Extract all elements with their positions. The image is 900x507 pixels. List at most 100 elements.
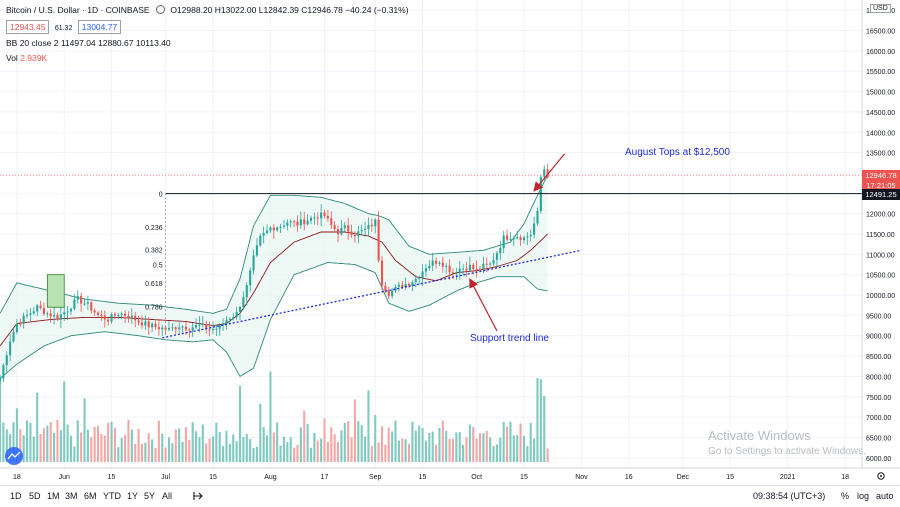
volume-bar bbox=[242, 436, 245, 462]
volume-bar bbox=[147, 433, 150, 462]
candle-body bbox=[269, 227, 272, 231]
candle-body bbox=[299, 219, 302, 226]
volume-bar bbox=[36, 392, 39, 462]
volume-bar bbox=[424, 440, 427, 462]
calendar-range-icon[interactable] bbox=[193, 491, 203, 501]
candle-body bbox=[286, 222, 289, 226]
volume-bar bbox=[323, 418, 326, 462]
candle-body bbox=[499, 247, 502, 254]
volume-bar bbox=[151, 439, 154, 462]
volume-bar bbox=[445, 430, 448, 462]
volume-bar bbox=[252, 447, 255, 462]
candle-body bbox=[5, 355, 8, 366]
candle-body bbox=[39, 305, 42, 309]
volume-bar bbox=[401, 438, 404, 462]
volume-bar bbox=[276, 422, 279, 462]
candle-body bbox=[164, 327, 167, 330]
volume-bar bbox=[255, 446, 258, 462]
candle-body bbox=[19, 323, 22, 325]
volume-bar bbox=[364, 436, 367, 462]
candle-body bbox=[533, 223, 536, 235]
candle-body bbox=[238, 306, 242, 312]
candle-body bbox=[407, 283, 411, 286]
timeframe-5y[interactable]: 5Y bbox=[144, 491, 156, 501]
volume-bar bbox=[404, 439, 407, 462]
ask-box[interactable]: 13004.77 bbox=[77, 20, 122, 34]
volume-bar bbox=[181, 441, 184, 462]
timeframe-3m[interactable]: 3M bbox=[65, 491, 78, 501]
volume-bar bbox=[320, 438, 323, 462]
volume-bar bbox=[309, 447, 313, 462]
percent-toggle[interactable]: % bbox=[841, 491, 850, 501]
candle-body bbox=[384, 285, 387, 291]
volume-bar bbox=[303, 410, 306, 462]
bb-fill bbox=[0, 175, 548, 379]
candle-body bbox=[411, 282, 414, 286]
volume-bar bbox=[117, 447, 120, 462]
gear-ring bbox=[877, 472, 885, 480]
log-toggle[interactable]: log bbox=[857, 491, 870, 501]
support-trend-line bbox=[162, 249, 582, 339]
candle-body bbox=[235, 311, 238, 318]
currency-badge[interactable]: USD bbox=[870, 4, 891, 13]
candle-body bbox=[53, 314, 56, 317]
timeframe-all[interactable]: All bbox=[162, 491, 173, 501]
candle-body bbox=[178, 327, 181, 330]
volume-bar bbox=[80, 432, 83, 462]
volume-bar bbox=[360, 425, 363, 462]
candle-body bbox=[391, 290, 394, 297]
timeframe-1d[interactable]: 1D bbox=[10, 491, 22, 501]
timeframe-6m[interactable]: 6M bbox=[84, 491, 97, 501]
candle-body bbox=[353, 235, 356, 237]
volume-bar bbox=[519, 423, 522, 462]
candle-body bbox=[66, 311, 69, 313]
volume-bar bbox=[2, 422, 5, 462]
candle-body bbox=[161, 327, 164, 330]
activation-watermark-subtitle: Go to Settings to activate Windows. bbox=[708, 446, 866, 457]
volume-bar bbox=[411, 421, 414, 462]
candle-body bbox=[306, 220, 309, 225]
candle-body bbox=[448, 265, 451, 273]
volume-bar bbox=[468, 424, 471, 462]
candle-body bbox=[69, 308, 73, 312]
bb-label: BB 20 close 2 bbox=[6, 38, 59, 48]
volume-bar bbox=[465, 437, 468, 462]
volume-bar bbox=[174, 429, 177, 462]
price-tick-label: 14000.00 bbox=[866, 130, 895, 137]
volume-bar bbox=[282, 436, 286, 462]
timeframe-1m[interactable]: 1M bbox=[47, 491, 60, 501]
volume-bar bbox=[127, 419, 130, 462]
auto-toggle[interactable]: auto bbox=[876, 491, 894, 501]
volume-bar bbox=[184, 427, 187, 462]
volume-bar bbox=[59, 430, 62, 462]
time-tick-label: Jun bbox=[59, 474, 70, 481]
volume-bar bbox=[69, 435, 73, 462]
volume-bar bbox=[56, 419, 59, 462]
timeframe-ytd[interactable]: YTD bbox=[103, 491, 121, 501]
volume-bar bbox=[533, 438, 536, 462]
volume-bar bbox=[188, 439, 191, 462]
candle-body bbox=[49, 313, 52, 317]
spread-value: 61.32 bbox=[54, 25, 73, 32]
volume-bar bbox=[134, 444, 137, 462]
candle-body bbox=[492, 259, 495, 264]
clock-readout[interactable]: 09:38:54 (UTC+3) bbox=[753, 491, 826, 501]
volume-bar bbox=[161, 433, 164, 462]
volume-bar bbox=[73, 446, 76, 462]
volume-bar bbox=[418, 425, 421, 462]
candle-body bbox=[282, 225, 286, 227]
volume-bar bbox=[421, 428, 424, 462]
candle-body bbox=[232, 317, 235, 319]
volume-bar bbox=[495, 444, 498, 462]
timeframe-5d[interactable]: 5D bbox=[29, 491, 41, 501]
candle-body bbox=[357, 231, 360, 237]
candle-body bbox=[475, 268, 478, 270]
candle-body bbox=[543, 169, 546, 177]
time-tick-label: 17 bbox=[321, 474, 329, 481]
candle-body bbox=[22, 315, 25, 324]
time-tick-label: Dec bbox=[677, 474, 690, 481]
timeframe-1y[interactable]: 1Y bbox=[127, 491, 139, 501]
bid-box[interactable]: 12943.45 bbox=[6, 20, 50, 34]
candle-body bbox=[76, 296, 79, 300]
